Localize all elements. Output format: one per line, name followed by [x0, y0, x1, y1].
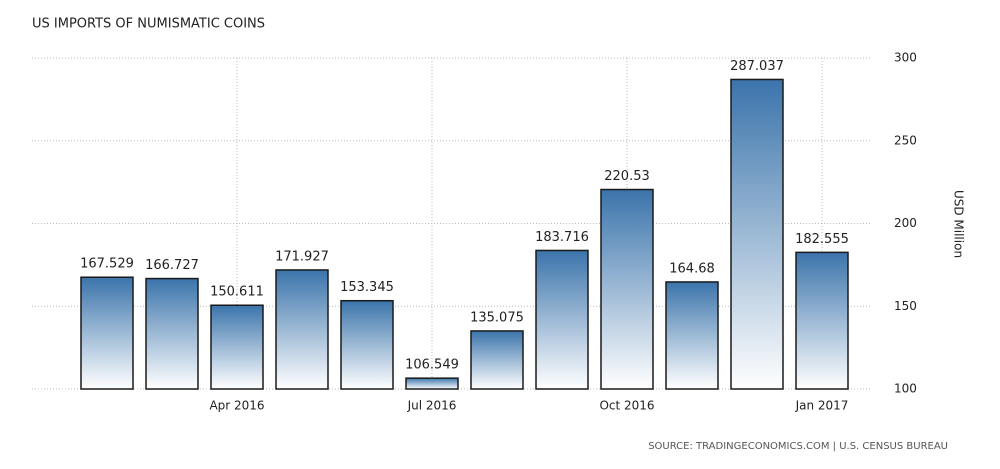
data-label: 220.53	[604, 169, 650, 184]
data-label: 164.68	[669, 261, 715, 276]
bar	[665, 281, 719, 390]
bar	[405, 377, 459, 390]
y-tick-label: 100	[894, 382, 917, 396]
bar	[795, 251, 849, 390]
data-label: 153.345	[340, 280, 394, 295]
bar	[210, 304, 264, 390]
bar	[470, 330, 524, 390]
source: SOURCE: TRADINGECONOMICS.COM | U.S. CENS…	[648, 441, 948, 452]
bar	[600, 188, 654, 390]
x-tick-label: Apr 2016	[209, 399, 264, 413]
x-tick-label: Jul 2016	[407, 399, 457, 413]
data-label: 135.075	[470, 310, 524, 325]
data-label: 183.716	[535, 230, 589, 245]
data-label: 166.727	[145, 258, 199, 273]
bar	[275, 269, 329, 390]
y-axis-label: USD Million	[952, 190, 966, 258]
y-tick-label: 200	[894, 216, 917, 230]
y-tick-label: 300	[894, 51, 917, 65]
data-label: 150.611	[210, 285, 264, 300]
chart-title: US IMPORTS OF NUMISMATIC COINS	[32, 17, 265, 32]
bar	[80, 276, 134, 390]
data-label: 106.549	[405, 358, 459, 373]
y-tick-label: 150	[894, 299, 917, 313]
data-label: 171.927	[275, 249, 329, 264]
bar	[340, 299, 394, 390]
data-label: 287.037	[730, 59, 784, 74]
y-tick-label: 250	[894, 133, 917, 147]
bar	[145, 277, 199, 390]
x-tick-label: Jan 2017	[795, 399, 849, 413]
bar	[730, 78, 784, 390]
data-label: 182.555	[795, 232, 849, 247]
x-tick-label: Oct 2016	[599, 399, 654, 413]
data-label: 167.529	[80, 257, 134, 272]
bar	[535, 249, 589, 390]
